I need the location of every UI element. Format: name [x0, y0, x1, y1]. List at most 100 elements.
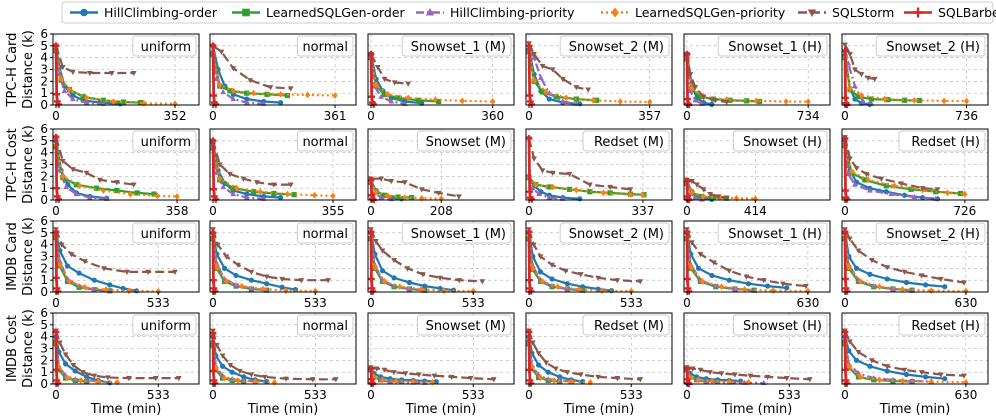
data-point-hillclimbing-priority — [63, 183, 70, 190]
data-point-hillclimbing-priority — [687, 87, 694, 93]
data-point-sqlstorm — [707, 192, 713, 198]
data-point-hillclimbing-order — [278, 195, 284, 201]
data-point-learnedsqlgen-priority — [543, 88, 549, 96]
data-point-sqlstorm — [235, 262, 241, 268]
data-point-hillclimbing-priority — [559, 98, 566, 104]
data-point-sqlbarber — [52, 228, 60, 236]
data-point-learnedsqlgen-priority — [66, 277, 73, 285]
data-point-learnedsqlgen-priority — [647, 98, 653, 106]
data-point-hillclimbing-priority — [911, 193, 918, 200]
panel-title-box — [559, 222, 670, 244]
data-point-learnedsqlgen-priority — [963, 97, 970, 105]
legend-entry-learnedsqlgen-order: LearnedSQLGen-order — [232, 5, 406, 20]
data-point-sqlstorm — [379, 248, 386, 254]
x-tick-label: 0 — [209, 296, 217, 310]
data-point-sqlbarber — [843, 288, 851, 295]
data-point-sqlbarber — [842, 275, 849, 283]
data-point-sqlstorm — [419, 272, 426, 278]
panel-title-box — [401, 222, 512, 244]
data-point-sqlstorm — [279, 276, 285, 283]
data-point-sqlstorm — [732, 372, 738, 378]
data-point-learnedsqlgen-priority — [252, 378, 258, 386]
data-point-hillclimbing-priority — [220, 183, 227, 190]
data-point-sqlstorm — [70, 362, 77, 369]
data-point-hillclimbing-order — [422, 283, 428, 289]
data-point-sqlstorm — [918, 273, 925, 279]
data-point-learnedsqlgen-priority — [217, 81, 223, 89]
data-point-learnedsqlgen-priority — [312, 287, 318, 295]
data-point-sqlstorm — [59, 65, 66, 71]
data-point-sqlstorm — [391, 80, 398, 86]
data-point-sqlstorm — [586, 182, 593, 188]
data-point-sqlstorm — [435, 190, 442, 197]
series-line-hillclimbing-priority — [54, 48, 104, 105]
y-tick-label: 2 — [40, 169, 48, 183]
y-tick-label: 3 — [40, 342, 48, 356]
data-point-learnedsqlgen-priority — [385, 192, 391, 200]
data-point-sqlstorm — [803, 284, 809, 290]
data-point-learnedsqlgen-priority — [550, 183, 556, 191]
data-point-sqlstorm — [697, 367, 704, 373]
data-point-learnedsqlgen-priority — [627, 191, 634, 199]
data-point-learnedsqlgen-priority — [617, 98, 623, 105]
data-point-sqlstorm — [898, 181, 904, 187]
data-point-learnedsqlgen-priority — [57, 261, 63, 269]
data-point-sqlstorm — [852, 67, 858, 73]
panel-title-box — [875, 35, 986, 57]
data-point-hillclimbing-order — [62, 361, 69, 367]
data-point-learnedsqlgen-priority — [441, 287, 447, 294]
data-point-sqlbarber — [369, 288, 377, 295]
data-point-learnedsqlgen-order — [381, 192, 388, 198]
panel-title-box — [559, 35, 670, 57]
row-label-imdb-cost: IMDB Cost — [5, 315, 20, 382]
data-point-sqlstorm — [216, 162, 223, 168]
y-tick-label: 1 — [40, 273, 48, 287]
x-tick-label: 533 — [304, 388, 327, 402]
data-point-hillclimbing-order — [546, 96, 552, 102]
data-point-sqlbarber — [55, 196, 63, 203]
series-line-hillclimbing-order — [54, 45, 121, 105]
data-point-hillclimbing-order — [406, 279, 412, 286]
series-line-sqlstorm — [211, 330, 336, 381]
data-point-sqlbarber — [370, 101, 378, 108]
data-point-sqlbarber — [526, 188, 534, 196]
x-tick-label: 0 — [52, 388, 60, 402]
data-point-hillclimbing-order — [537, 269, 544, 275]
series-line-learnedsqlgen-priority — [528, 176, 643, 197]
panel-title: normal — [302, 40, 348, 55]
data-point-hillclimbing-order — [221, 265, 228, 271]
data-point-learnedsqlgen-order — [743, 98, 750, 104]
data-point-sqlstorm — [391, 370, 397, 376]
data-point-learnedsqlgen-order — [855, 94, 861, 100]
data-point-sqlstorm — [530, 242, 537, 248]
panel-frame — [683, 128, 831, 201]
data-point-sqlstorm — [467, 376, 474, 382]
panel-frame — [683, 220, 831, 293]
y-tick-label: 6 — [40, 214, 48, 228]
data-point-learnedsqlgen-priority — [555, 283, 561, 291]
data-point-sqlbarber — [210, 185, 218, 193]
panel-frame — [841, 220, 989, 293]
data-point-sqlstorm — [86, 70, 93, 77]
series-line-hillclimbing-order — [843, 336, 945, 380]
data-point-learnedsqlgen-priority — [963, 287, 969, 295]
panel-title: Redset (H) — [911, 319, 980, 334]
data-point-sqlbarber — [52, 42, 60, 50]
panel-title: Snowset_2 (H) — [886, 40, 980, 55]
data-point-learnedsqlgen-priority — [858, 92, 865, 99]
data-point-sqlbarber — [526, 92, 534, 99]
data-point-learnedsqlgen-priority — [214, 263, 220, 271]
x-tick-label: 0 — [52, 296, 60, 310]
data-point-hillclimbing-order — [922, 374, 929, 380]
series-line-hillclimbing-priority — [685, 182, 703, 201]
data-point-hillclimbing-priority — [537, 74, 544, 80]
data-point-hillclimbing-order — [233, 272, 239, 279]
data-point-learnedsqlgen-priority — [223, 277, 230, 285]
y-tick-label: 3 — [40, 63, 48, 77]
data-point-learnedsqlgen-priority — [876, 376, 883, 384]
panel-imdb-cost-normal: normal 0 533 — [209, 312, 357, 402]
data-point-sqlstorm — [332, 377, 339, 383]
data-point-sqlstorm — [577, 272, 584, 278]
